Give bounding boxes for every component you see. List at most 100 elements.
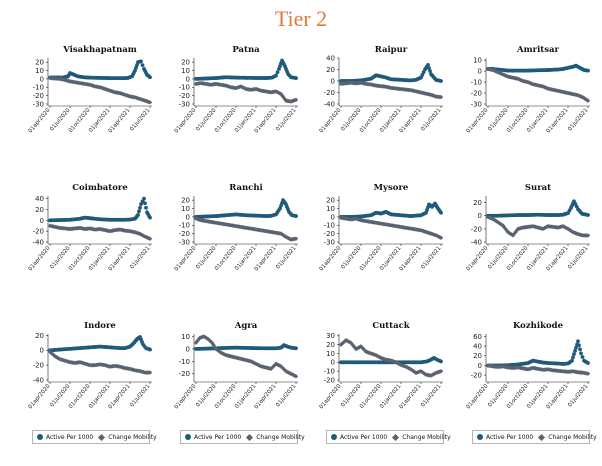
mobility-point bbox=[438, 235, 444, 241]
panel-svg: Surat200-20-4001apr202001jul202001oct202… bbox=[466, 183, 591, 272]
x-tick-label: 01jul2021 bbox=[420, 107, 442, 132]
y-tick-label: -10 bbox=[179, 358, 190, 366]
panel-visakhapatnam: Visakhapatnam 20 10 0 -10 -20 -30 01apr2020 01ju… bbox=[22, 42, 154, 158]
panel-title: Patna bbox=[232, 45, 260, 55]
mobility-point bbox=[513, 229, 518, 235]
y-tick-label: 10 bbox=[326, 350, 335, 358]
series-change-mobility bbox=[338, 337, 444, 378]
panel-agra: Agra 10 0 -10 -20 01apr2020 01jul2020 01oct2020… bbox=[168, 318, 300, 434]
y-tick-label: -20 bbox=[179, 92, 190, 100]
x-tick-label: 01jul2021 bbox=[567, 383, 589, 408]
y-tick-label: 40 bbox=[35, 195, 44, 203]
x-tick-label: 01apr2020 bbox=[28, 107, 52, 134]
mobility-point bbox=[195, 338, 200, 344]
mobility-point bbox=[272, 362, 277, 368]
series-active-per-1000 bbox=[339, 63, 443, 83]
y-tick-label: 0 bbox=[478, 68, 482, 76]
y-tick-label: -10 bbox=[179, 84, 190, 92]
active-point bbox=[275, 70, 280, 75]
panel-svg: Mysore20100-10-20-3001apr202001jul202001… bbox=[319, 183, 444, 272]
series-active-per-1000 bbox=[486, 63, 590, 73]
panel-coimbatore: Coimbatore 40 20 0 -20 -40 01apr2020 01jul2020 0… bbox=[22, 180, 154, 296]
active-point bbox=[148, 75, 152, 80]
y-tick-label: 0 bbox=[186, 75, 190, 83]
panel-svg: Coimbatore40200-20-4001apr202001jul20200… bbox=[28, 183, 153, 272]
y-tick-label: 20 bbox=[35, 206, 44, 214]
legend-mobility-label: Change Mobility bbox=[548, 433, 597, 441]
active-point bbox=[274, 73, 278, 78]
mobility-point bbox=[502, 225, 507, 230]
series-active-per-1000 bbox=[48, 59, 152, 81]
series-active-per-1000 bbox=[48, 196, 152, 223]
legend-col-3: Active Per 1000 Change Mobility bbox=[326, 430, 451, 444]
mobility-point bbox=[278, 91, 284, 97]
x-tick-label: 01apr2020 bbox=[174, 383, 198, 410]
panel-svg: Indore200-20-4001apr202001jul202001oct20… bbox=[28, 321, 153, 410]
y-tick-label: -20 bbox=[33, 92, 44, 100]
active-point bbox=[439, 79, 443, 83]
active-point bbox=[580, 355, 585, 359]
active-point bbox=[586, 68, 590, 73]
active-point bbox=[143, 201, 147, 206]
panel-title: Visakhapatnam bbox=[62, 45, 137, 55]
active-point bbox=[148, 215, 152, 220]
panel-mysore: Mysore 20 10 0 -10 -20 -30 01apr2020 01jul2020 01… bbox=[313, 180, 445, 296]
series-active-per-1000 bbox=[486, 339, 590, 368]
y-tick-label: 40 bbox=[326, 54, 335, 62]
panel-svg: Patna20100-10-20-3001apr202001jul202001o… bbox=[174, 45, 299, 134]
y-tick-label: 0 bbox=[478, 362, 482, 370]
panel-svg: Kozhikode6040200-2001apr202001jul202001o… bbox=[466, 321, 591, 410]
y-tick-label: 20 bbox=[473, 199, 482, 207]
mobility-point bbox=[500, 223, 506, 228]
mobility-point bbox=[338, 342, 344, 347]
active-marker-icon bbox=[331, 434, 337, 440]
legend-col-2: Active Per 1000 Change Mobility bbox=[180, 430, 305, 444]
active-point bbox=[577, 343, 581, 348]
y-tick-label: 10 bbox=[35, 67, 44, 75]
y-tick-label: -20 bbox=[179, 230, 190, 238]
mobility-point bbox=[147, 370, 153, 375]
active-point bbox=[574, 345, 578, 350]
y-tick-label: -10 bbox=[33, 84, 44, 92]
active-point bbox=[138, 205, 142, 210]
active-point bbox=[579, 351, 583, 356]
y-tick-label: 0 bbox=[40, 347, 44, 355]
y-tick-label: -20 bbox=[471, 372, 482, 380]
y-tick-label: 20 bbox=[326, 341, 335, 349]
panel-raipur: Raipur 40 20 0 -20 -40 01apr2020 01jul2020 01oct… bbox=[313, 42, 445, 158]
panel-title: Mysore bbox=[374, 183, 409, 193]
active-marker-icon bbox=[185, 434, 191, 440]
series-active-per-1000 bbox=[194, 343, 298, 351]
y-tick-label: 40 bbox=[473, 343, 482, 351]
x-tick-label: 01jul2021 bbox=[129, 383, 151, 408]
panel-svg: Ranchi20100-10-20-3001apr202001jul202001… bbox=[174, 183, 299, 272]
mobility-marker-icon bbox=[98, 433, 106, 441]
x-tick-label: 01apr2020 bbox=[319, 383, 343, 410]
mobility-point bbox=[512, 231, 517, 236]
active-point bbox=[572, 352, 576, 357]
legend-col-4: Active Per 1000 Change Mobility bbox=[472, 430, 597, 444]
active-point bbox=[570, 358, 574, 363]
mobility-point bbox=[510, 233, 516, 238]
y-tick-label: 0 bbox=[478, 212, 482, 220]
y-tick-label: -20 bbox=[471, 89, 482, 97]
legend-col-1: Active Per 1000 Change Mobility bbox=[32, 430, 157, 444]
mobility-marker-icon bbox=[246, 433, 254, 441]
panel-title: Raipur bbox=[375, 45, 408, 55]
y-tick-label: -20 bbox=[324, 376, 335, 384]
panel-svg: Agra100-10-2001apr202001jul202001oct2020… bbox=[174, 321, 299, 410]
x-tick-label: 01jul2021 bbox=[275, 383, 297, 408]
series-change-mobility bbox=[193, 216, 299, 242]
series-change-mobility bbox=[485, 214, 591, 238]
y-tick-label: -10 bbox=[324, 368, 335, 376]
active-point bbox=[294, 76, 298, 80]
x-tick-label: 01jul2021 bbox=[275, 245, 297, 270]
mobility-point bbox=[585, 371, 591, 376]
x-tick-label: 01jul2021 bbox=[567, 245, 589, 270]
series-active-per-1000 bbox=[194, 198, 298, 219]
y-tick-label: -20 bbox=[33, 362, 44, 370]
mobility-point bbox=[270, 365, 275, 370]
legend-active-label: Active Per 1000 bbox=[340, 433, 388, 441]
mobility-point bbox=[281, 366, 286, 372]
